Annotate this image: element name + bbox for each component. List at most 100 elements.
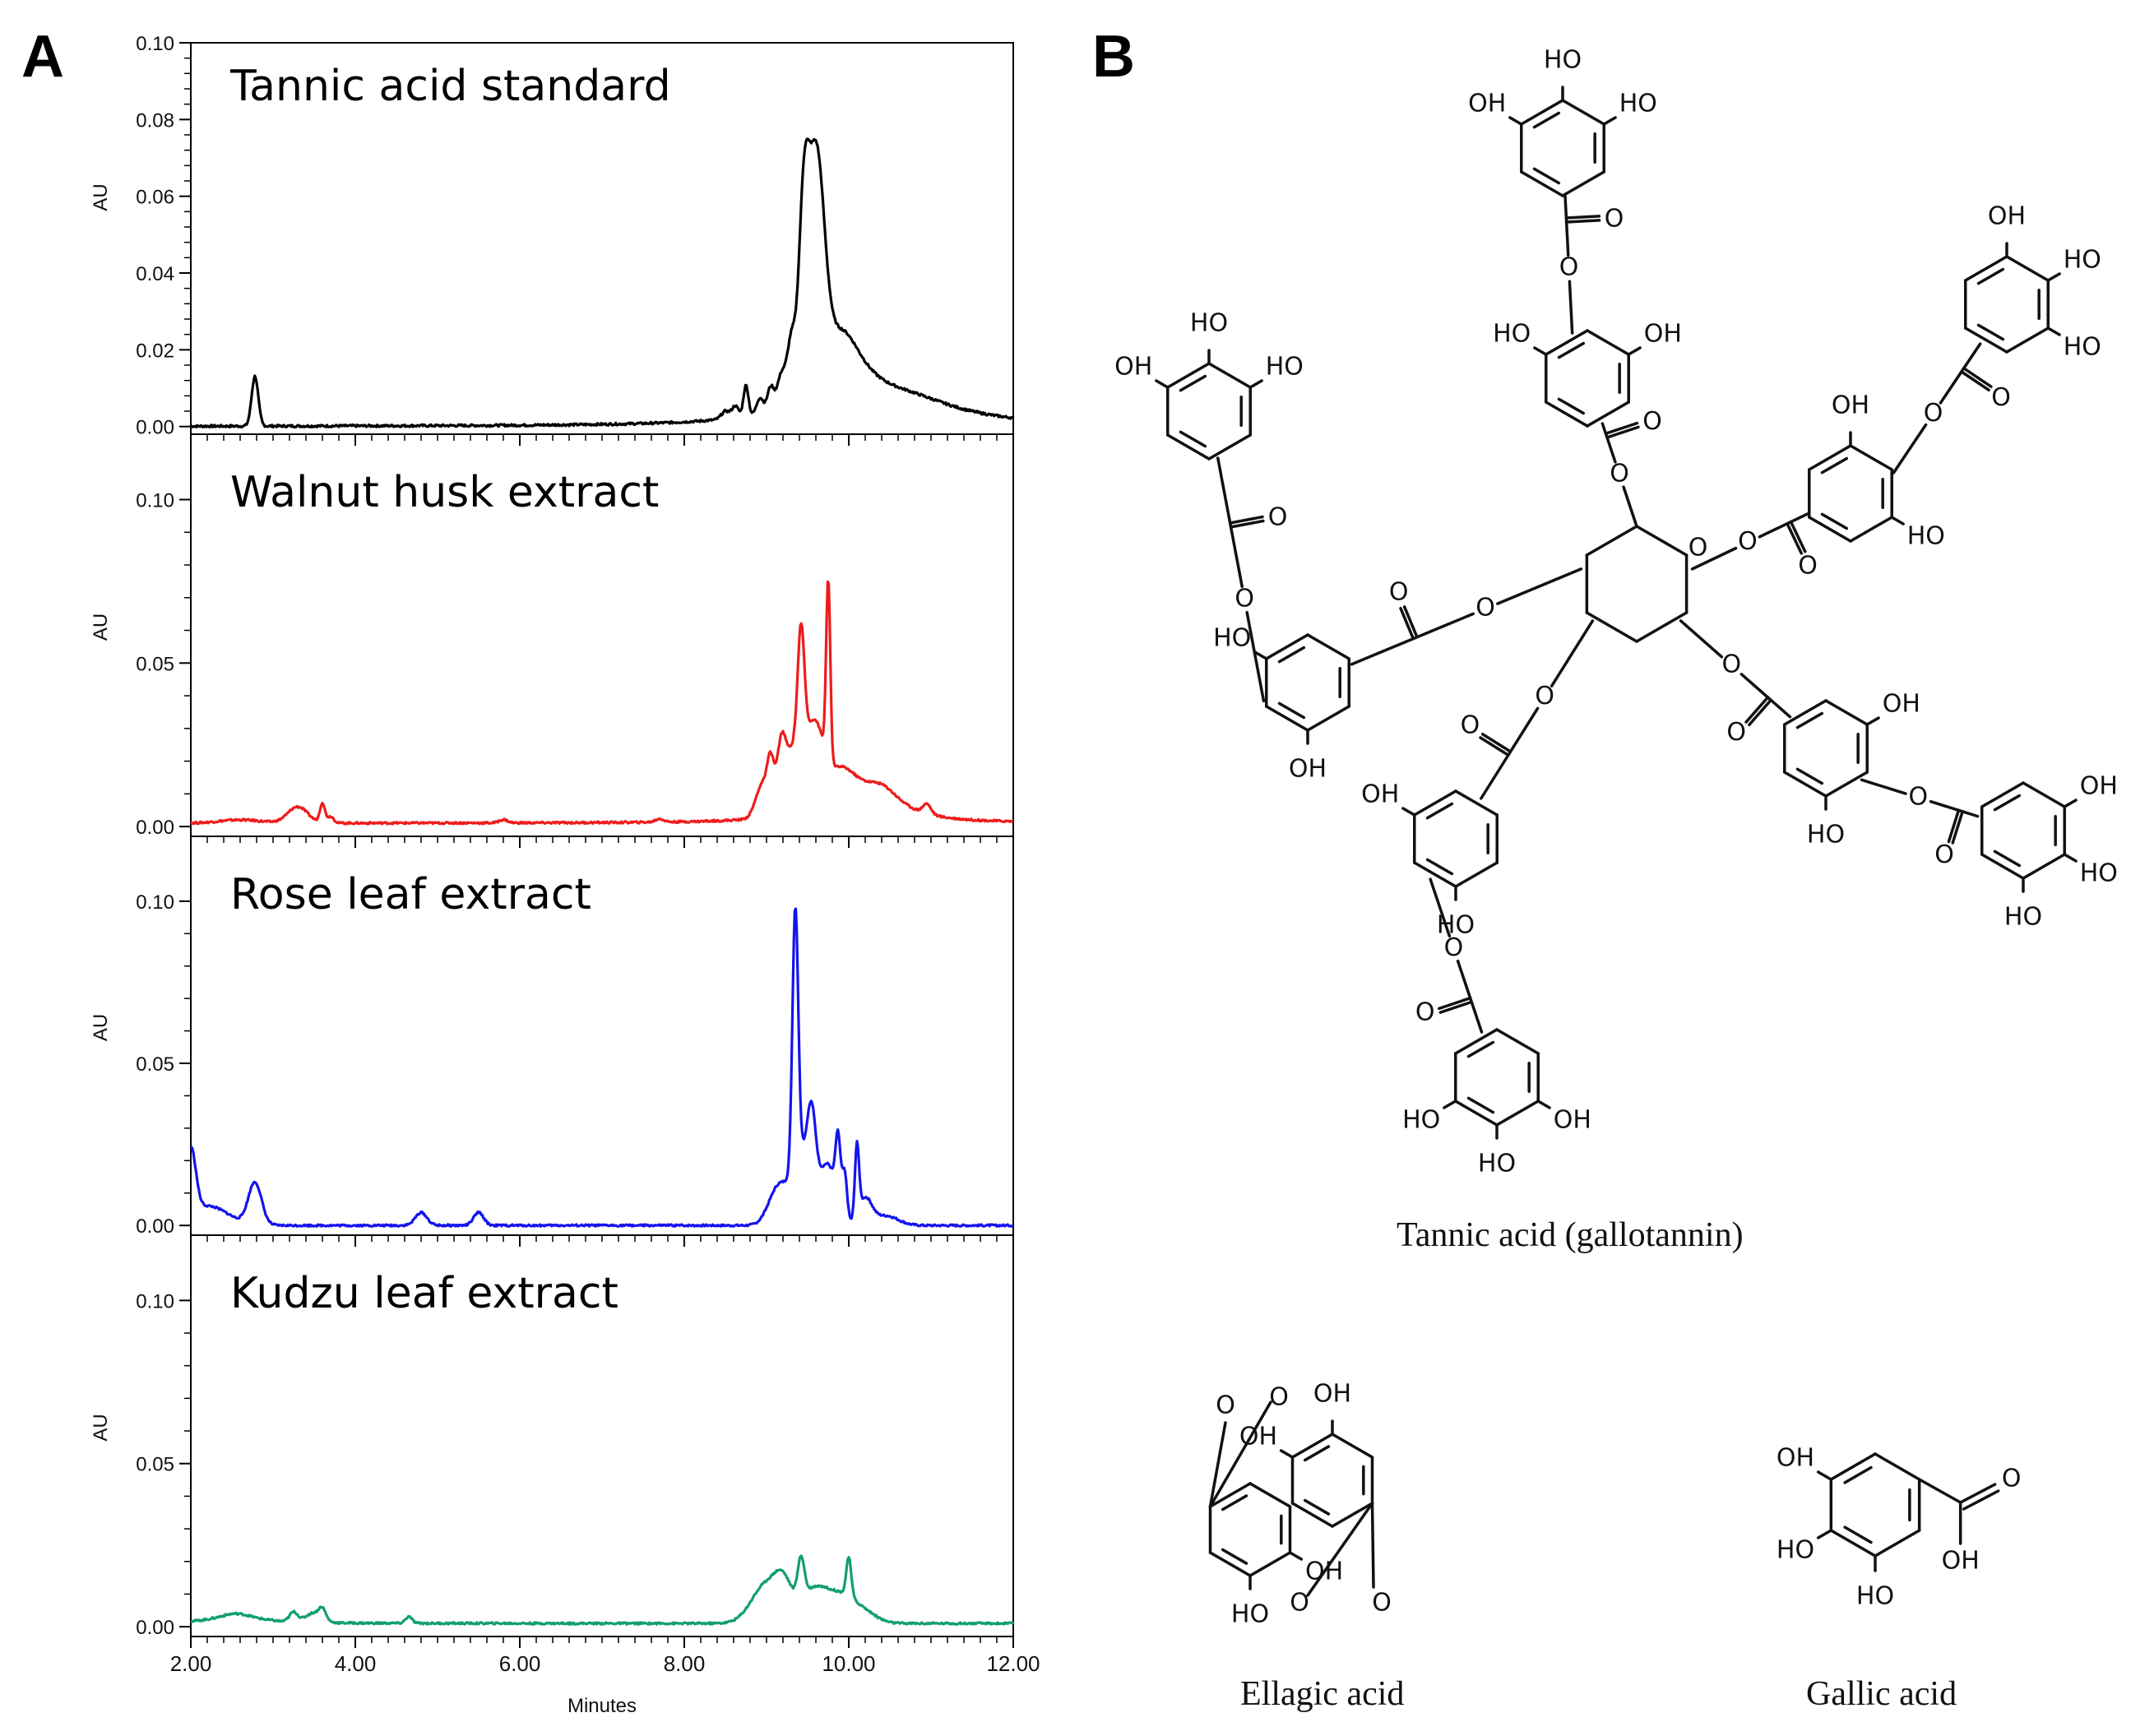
carbonyl-bond — [1951, 810, 1964, 845]
carbonyl-bond — [1480, 732, 1512, 753]
x-tick-label: 4.00 — [335, 1651, 377, 1676]
carbonyl-oxygen-label: O — [1642, 407, 1662, 436]
ring-bond — [1545, 400, 1589, 428]
ring-bond — [1331, 1502, 1374, 1528]
hydroxyl-label: HO — [2064, 246, 2101, 275]
ester-bond — [1892, 423, 1928, 475]
y-tick-label: 0.08 — [136, 109, 174, 132]
carbonyl-bond — [1962, 367, 1993, 388]
hydroxyl-label: HO — [1231, 1600, 1269, 1629]
carbonyl-bond — [1786, 522, 1804, 555]
hydroxyl-label: OH — [1361, 780, 1399, 809]
substituent-bond — [1536, 1099, 1551, 1109]
subplot-title: Kudzu leaf extract — [230, 1269, 618, 1318]
ring-bond — [1495, 1099, 1540, 1127]
trace-4 — [190, 1554, 1015, 1626]
substituent-bond — [2063, 799, 2078, 808]
carbonyl-bond — [1229, 519, 1265, 529]
double-bond — [1466, 1040, 1495, 1058]
double-bond — [1221, 1548, 1248, 1565]
ring-bond — [1783, 771, 1827, 798]
trace-3 — [189, 907, 1014, 1228]
hydroxyl-label: OH — [1883, 690, 1920, 719]
carbonyl-oxygen-label: O — [1934, 840, 1954, 869]
ester-bond — [1415, 612, 1475, 639]
lactone-bond — [1306, 1502, 1374, 1597]
ester-bond — [1957, 808, 1980, 818]
carbonyl-bond — [1564, 219, 1601, 224]
hydroxyl-label: HO — [1856, 1582, 1894, 1611]
y-tick-label: 0.05 — [136, 1454, 174, 1476]
ring-bond — [1454, 1099, 1499, 1127]
double-bond — [1993, 794, 2022, 812]
double-bond — [1843, 1525, 1873, 1544]
x-tick-label: 6.00 — [499, 1651, 541, 1676]
ester-bond — [1429, 877, 1452, 938]
ring-bond — [1265, 633, 1309, 660]
double-bond — [1976, 267, 2005, 285]
ring-bond — [1208, 1482, 1252, 1508]
double-bond — [1221, 1494, 1248, 1511]
y-tick-label: 0.00 — [136, 1215, 174, 1238]
ring-bond — [1808, 516, 1852, 543]
y-tick-label: 0.10 — [136, 490, 174, 512]
hydroxyl-label: HO — [1776, 1536, 1814, 1565]
double-bond — [1993, 849, 2022, 868]
substituent-bond — [1816, 1470, 1833, 1481]
carbonyl-oxygen-label: O — [1461, 711, 1480, 740]
ester-bond — [1563, 194, 1568, 224]
carbonyl-oxygen-label: O — [1415, 998, 1435, 1027]
ring-oxygen-label: O — [1688, 534, 1708, 562]
y-tick-label: 0.05 — [136, 1053, 174, 1076]
ester-bond — [1508, 706, 1540, 753]
trace-1 — [190, 137, 1014, 429]
ester-bond — [1960, 342, 1982, 373]
ellagic-acid-caption: Ellagic acid — [1240, 1675, 1405, 1713]
ellagic-acid-structure: HOOHOHOHOOOO — [1208, 1380, 1392, 1629]
glucose-bond — [1585, 525, 1638, 557]
ring-bond — [1207, 362, 1252, 389]
double-bond — [1795, 711, 1824, 729]
carbonyl-oxygen-label: O — [1389, 578, 1409, 607]
panel-a-label: A — [21, 24, 64, 90]
ring-bond — [1980, 781, 2025, 808]
ring-bond — [1849, 516, 1893, 543]
double-bond — [1557, 341, 1586, 359]
substituent-bond — [1602, 116, 1617, 126]
double-bond — [1425, 858, 1454, 876]
ring-bond — [1829, 1452, 1877, 1481]
hydroxyl-label: HO — [1266, 353, 1304, 382]
ring-bond — [2005, 326, 2050, 354]
ring-bond — [1248, 1482, 1292, 1508]
trace-2 — [189, 580, 1014, 826]
hydroxyl-label: OH — [1776, 1444, 1814, 1473]
ester-bond — [1600, 422, 1609, 439]
ring-bond — [1586, 329, 1630, 356]
glucose-bond — [1585, 611, 1638, 643]
tannic-acid-caption: Tannic acid (gallotannin) — [1397, 1216, 1744, 1254]
double-bond — [1532, 111, 1561, 129]
ester-bond — [1568, 280, 1574, 335]
glucose-bond — [1635, 611, 1688, 643]
double-bond — [1820, 456, 1849, 475]
ester-bond — [1939, 370, 1963, 405]
ester-oxygen-label: O — [1444, 933, 1464, 962]
substituent-bond — [1279, 1449, 1295, 1459]
ester-bond — [1350, 636, 1419, 666]
carbonyl-oxygen-label: O — [2002, 1465, 2022, 1493]
ester-oxygen-label: O — [1722, 650, 1742, 679]
ring-bond — [2022, 853, 2066, 880]
x-tick-label: 10.00 — [822, 1651, 875, 1676]
ring-bond — [1248, 1551, 1292, 1577]
ester-bond — [1786, 512, 1809, 525]
hydroxyl-label: HO — [2004, 903, 2042, 932]
substituent-bond — [1155, 379, 1170, 389]
chromatogram-stack: 0.00 0.02 0.04 0.06 0.08 0.10 AU Tannic acid st… — [90, 33, 1040, 1717]
ring-bond — [1290, 1502, 1334, 1528]
ring-bond — [1980, 853, 2025, 880]
hydroxyl-label: HO — [1619, 90, 1657, 118]
ring-bond — [1207, 433, 1252, 461]
hydroxyl-label: OH — [1554, 1106, 1591, 1135]
x-tick-label: 12.00 — [986, 1651, 1040, 1676]
